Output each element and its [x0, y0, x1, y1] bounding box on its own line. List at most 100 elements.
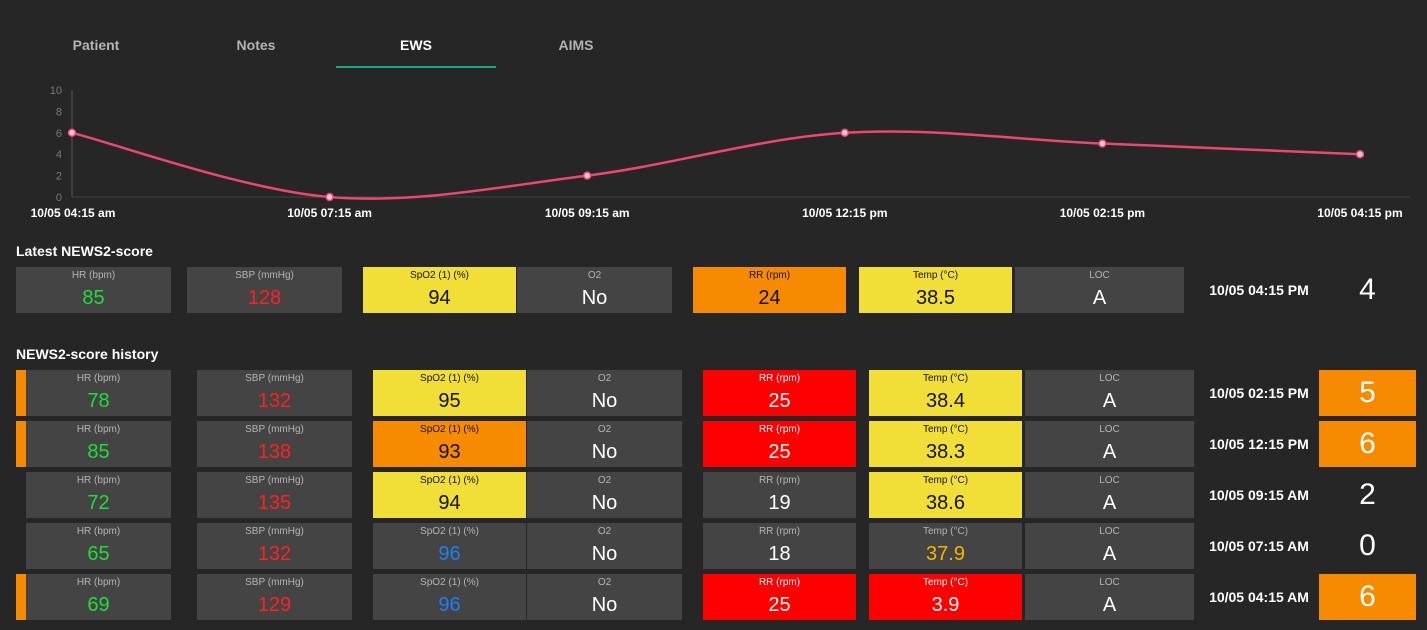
sbp-cell: SBP (mmHg) 132	[197, 370, 352, 416]
hr-value: 78	[87, 390, 110, 412]
sbp-cell: SBP (mmHg) 128	[187, 267, 342, 313]
temp-cell: Temp (°C) 38.4	[869, 370, 1022, 416]
score-datetime: 10/05 07:15 AM	[1209, 538, 1309, 554]
sbp-value: 132	[257, 543, 292, 565]
loc-value: A	[1102, 594, 1117, 616]
y-tick-label: 2	[56, 171, 62, 183]
loc-cell: LOC A	[1025, 574, 1194, 620]
o2-label: O2	[597, 373, 612, 384]
loc-value: A	[1102, 543, 1117, 565]
spo2-label: SpO2 (1) (%)	[420, 424, 479, 435]
loc-label: LOC	[1099, 526, 1120, 537]
o2-cell: O2 No	[527, 472, 682, 518]
temp-value: 37.9	[926, 543, 965, 565]
x-tick-label: 10/05 12:15 pm	[802, 206, 887, 220]
o2-label: O2	[587, 270, 602, 281]
o2-label: O2	[597, 577, 612, 588]
hr-cell: HR (bpm) 78	[26, 370, 171, 416]
loc-value: A	[1102, 390, 1117, 412]
data-point[interactable]	[582, 171, 592, 180]
sbp-cell: SBP (mmHg) 132	[197, 523, 352, 569]
spo2-label: SpO2 (1) (%)	[420, 577, 479, 588]
spo2-label: SpO2 (1) (%)	[420, 373, 479, 384]
temp-label: Temp (°C)	[922, 373, 969, 384]
temp-label: Temp (°C)	[912, 270, 959, 281]
hr-value: 65	[87, 543, 110, 565]
o2-cell: O2 No	[517, 267, 672, 313]
spo2-value: 94	[438, 492, 461, 514]
tab-ews[interactable]: EWS	[400, 37, 432, 53]
data-point[interactable]	[325, 192, 334, 202]
loc-cell: LOC A	[1025, 523, 1194, 569]
score-datetime: 10/05 09:15 AM	[1209, 487, 1309, 503]
rr-cell: RR (rpm) 24	[693, 267, 846, 313]
hr-value: 85	[87, 441, 110, 463]
sbp-value: 128	[247, 287, 282, 309]
score-datetime: 10/05 12:15 PM	[1209, 436, 1309, 452]
data-point[interactable]	[67, 128, 77, 138]
sbp-value: 135	[257, 492, 292, 514]
history-title: NEWS2-score history	[16, 346, 159, 362]
active-tab-indicator	[336, 66, 496, 68]
hr-cell: HR (bpm) 85	[16, 267, 171, 313]
data-point[interactable]	[1355, 149, 1365, 159]
data-point[interactable]	[840, 128, 850, 138]
temp-cell: Temp (°C) 38.6	[869, 472, 1022, 518]
o2-label: O2	[597, 526, 612, 537]
spo2-cell: SpO2 (1) (%) 94	[373, 472, 526, 518]
sbp-label: SBP (mmHg)	[245, 373, 304, 384]
temp-cell: Temp (°C) 3.9	[869, 574, 1022, 620]
spo2-value: 95	[438, 390, 461, 412]
temp-value: 3.9	[931, 594, 960, 616]
score-datetime: 10/05 02:15 PM	[1209, 385, 1309, 401]
o2-label: O2	[597, 424, 612, 435]
y-tick-label: 8	[56, 106, 62, 118]
o2-value: No	[591, 492, 618, 514]
severity-bar	[16, 421, 26, 467]
sbp-label: SBP (mmHg)	[235, 270, 294, 281]
sbp-cell: SBP (mmHg) 138	[197, 421, 352, 467]
spo2-value: 96	[438, 543, 461, 565]
temp-value: 38.5	[916, 287, 955, 309]
tab-notes[interactable]: Notes	[236, 37, 276, 53]
sbp-label: SBP (mmHg)	[245, 424, 304, 435]
rr-cell: RR (rpm) 19	[703, 472, 856, 518]
sbp-label: SBP (mmHg)	[245, 475, 304, 486]
rr-label: RR (rpm)	[758, 526, 801, 537]
sbp-label: SBP (mmHg)	[245, 526, 304, 537]
hr-label: HR (bpm)	[71, 270, 116, 281]
hr-value: 69	[87, 594, 110, 616]
spo2-label: SpO2 (1) (%)	[420, 526, 479, 537]
rr-value: 24	[758, 287, 781, 309]
rr-value: 19	[768, 492, 791, 514]
loc-value: A	[1092, 287, 1107, 309]
rr-value: 25	[768, 390, 791, 412]
tab-aims[interactable]: AIMS	[558, 37, 594, 53]
temp-label: Temp (°C)	[922, 475, 969, 486]
temp-value: 38.4	[926, 390, 965, 412]
sbp-cell: SBP (mmHg) 129	[197, 574, 352, 620]
o2-cell: O2 No	[527, 523, 682, 569]
rr-label: RR (rpm)	[758, 424, 801, 435]
hr-label: HR (bpm)	[76, 577, 121, 588]
o2-value: No	[591, 390, 618, 412]
news2-score: 4	[1359, 273, 1376, 306]
sbp-label: SBP (mmHg)	[245, 577, 304, 588]
tab-bar: Patient Notes EWS AIMS	[16, 30, 656, 70]
hr-label: HR (bpm)	[76, 475, 121, 486]
hr-cell: HR (bpm) 65	[26, 523, 171, 569]
news2-score: 6	[1319, 574, 1416, 620]
data-point[interactable]	[1098, 139, 1107, 148]
o2-label: O2	[597, 475, 612, 486]
o2-cell: O2 No	[527, 574, 682, 620]
news2-score: 5	[1319, 370, 1416, 416]
history-row: HR (bpm) 69 SBP (mmHg) 129 SpO2 (1) (%) 96 O2 N…	[16, 574, 1416, 620]
rr-label: RR (rpm)	[758, 373, 801, 384]
temp-cell: Temp (°C) 37.9	[869, 523, 1022, 569]
x-tick-label: 10/05 09:15 am	[545, 206, 630, 220]
tab-patient[interactable]: Patient	[72, 37, 120, 53]
sbp-value: 129	[257, 594, 292, 616]
spo2-cell: SpO2 (1) (%) 94	[363, 267, 516, 313]
score-datetime: 10/05 04:15 AM	[1209, 589, 1309, 605]
loc-cell: LOC A	[1025, 421, 1194, 467]
